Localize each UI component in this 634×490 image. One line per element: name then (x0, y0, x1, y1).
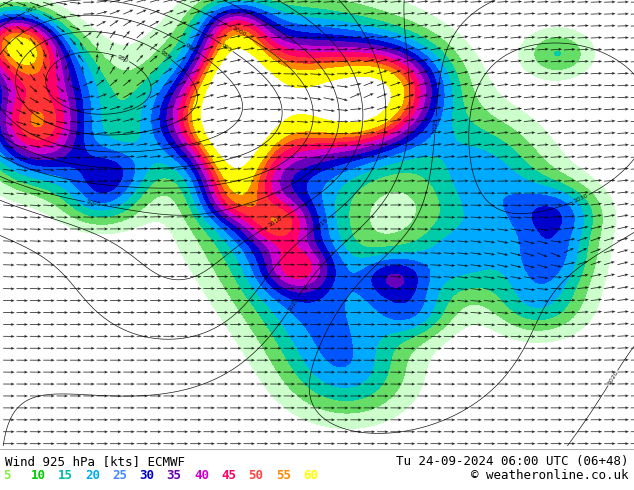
Text: 995: 995 (25, 5, 38, 14)
Text: 60: 60 (303, 469, 318, 482)
Text: 1020: 1020 (287, 296, 299, 312)
Text: © weatheronline.co.uk: © weatheronline.co.uk (472, 469, 629, 482)
Text: 15: 15 (58, 469, 73, 482)
Text: 5: 5 (3, 469, 11, 482)
Text: Wind 925 hPa [kts] ECMWF: Wind 925 hPa [kts] ECMWF (5, 455, 185, 468)
Text: 1020: 1020 (607, 370, 619, 386)
Text: 1030: 1030 (573, 193, 589, 204)
Text: Tu 24-09-2024 06:00 UTC (06+48): Tu 24-09-2024 06:00 UTC (06+48) (396, 455, 629, 468)
Text: 25: 25 (112, 469, 127, 482)
Text: 20: 20 (85, 469, 100, 482)
Text: 1010: 1010 (267, 216, 283, 228)
Text: 30: 30 (139, 469, 155, 482)
Text: 45: 45 (221, 469, 236, 482)
Text: 10: 10 (30, 469, 46, 482)
Text: 1025: 1025 (432, 117, 439, 133)
Text: 40: 40 (194, 469, 209, 482)
Text: 1015: 1015 (314, 217, 329, 230)
Text: 55: 55 (276, 469, 291, 482)
Text: 50: 50 (249, 469, 264, 482)
Text: 980: 980 (117, 54, 129, 63)
Text: 35: 35 (167, 469, 182, 482)
Text: 985: 985 (159, 50, 172, 61)
Text: 1000: 1000 (231, 25, 247, 37)
Text: 995: 995 (221, 42, 233, 53)
Text: 990: 990 (184, 43, 197, 53)
Text: 1005: 1005 (85, 199, 101, 207)
